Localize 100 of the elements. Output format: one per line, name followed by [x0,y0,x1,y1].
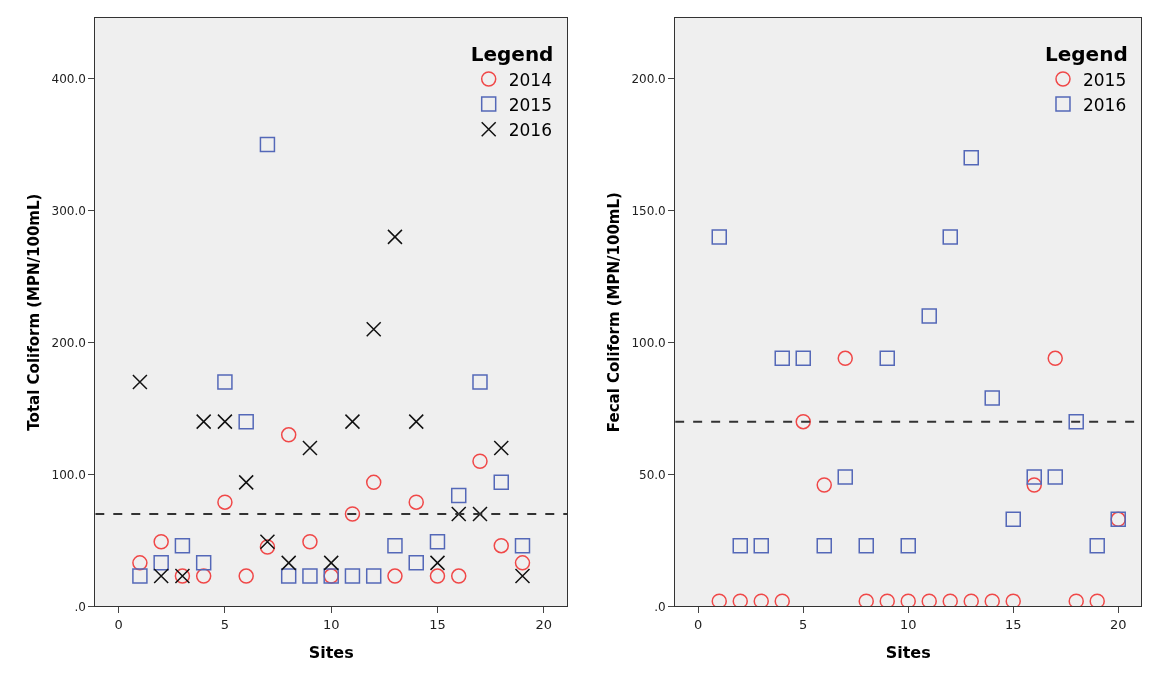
point [132,374,148,390]
y-tick-label: 50.0 [639,467,666,482]
point [879,350,895,367]
point [344,506,361,522]
point [921,308,937,324]
point [195,568,212,584]
point [732,593,748,607]
point [365,568,382,584]
y-tick-label: 150.0 [631,203,666,218]
point [837,350,853,367]
legend-label: 2016 [1082,94,1127,115]
point [711,593,727,607]
point [387,229,403,245]
point [1047,469,1063,485]
x-tick-label: 15 [429,617,446,633]
legend-label: 2015 [508,94,552,115]
point [153,533,169,550]
y-tick-label: 300.0 [51,203,86,218]
point [344,413,361,430]
point [280,555,297,571]
point [217,374,233,390]
y-tick-label: 100.0 [51,467,86,482]
x-tick-label: 10 [322,617,340,633]
point [942,593,958,607]
x-tick-label: 5 [220,617,230,633]
x-tick-label: 0 [114,617,123,633]
point [900,537,916,554]
x-tick-label: 5 [799,617,808,633]
point [408,494,424,510]
point [753,537,769,554]
point [514,537,531,554]
y-tick-label: 100.0 [631,335,666,350]
point [132,555,148,571]
point [323,555,339,571]
point [837,469,853,485]
point [132,568,148,584]
x-tick-label: 20 [535,617,553,633]
x-tick-label: 0 [694,617,703,633]
point [816,537,832,554]
point [963,149,979,166]
point [408,555,424,571]
point [450,568,467,584]
point [429,555,446,571]
point [1089,537,1105,554]
x-axis-title: Sites [885,642,931,662]
point [921,593,937,607]
point [195,413,212,430]
point [238,413,254,430]
y-tick-label: 400.0 [51,71,86,86]
point [795,413,811,430]
point [984,390,1000,406]
point [302,533,318,550]
point [1089,593,1105,607]
point [302,440,318,456]
point [493,537,509,554]
point [408,413,424,430]
point [774,350,790,367]
point [195,555,212,571]
point [774,593,790,607]
point [858,593,874,607]
legend-label: 2015 [1082,69,1127,90]
point [450,487,467,504]
point [174,537,191,554]
point [217,413,233,430]
point [365,321,382,338]
point [514,555,531,571]
x-axis-title: Sites [308,642,354,662]
y-tick-label: .0 [74,599,86,614]
point [365,474,382,491]
point [984,593,1000,607]
point [858,537,874,554]
y-axis-title: Fecal Coliform (MPN/100mL) [604,192,623,433]
legend-title: Legend [1044,42,1128,67]
point [387,568,403,584]
point [900,593,916,607]
point [238,568,254,584]
point [302,568,318,584]
point [493,440,509,456]
x-tick-label: 15 [1004,617,1022,633]
point [732,537,748,554]
point [753,593,769,607]
point [259,533,276,550]
point [429,568,446,584]
point [429,533,446,550]
point [879,593,895,607]
x-tick-label: 10 [899,617,917,633]
point [816,477,832,493]
point [472,453,488,469]
point [280,427,297,443]
point [259,539,276,555]
x-tick-label: 20 [1109,617,1127,633]
point [1026,469,1042,485]
point [217,494,233,510]
point [153,568,169,584]
point [1068,413,1084,430]
point [344,568,361,584]
legend-label: 2014 [508,69,552,90]
point [963,593,979,607]
point [514,568,531,584]
point [472,374,488,390]
